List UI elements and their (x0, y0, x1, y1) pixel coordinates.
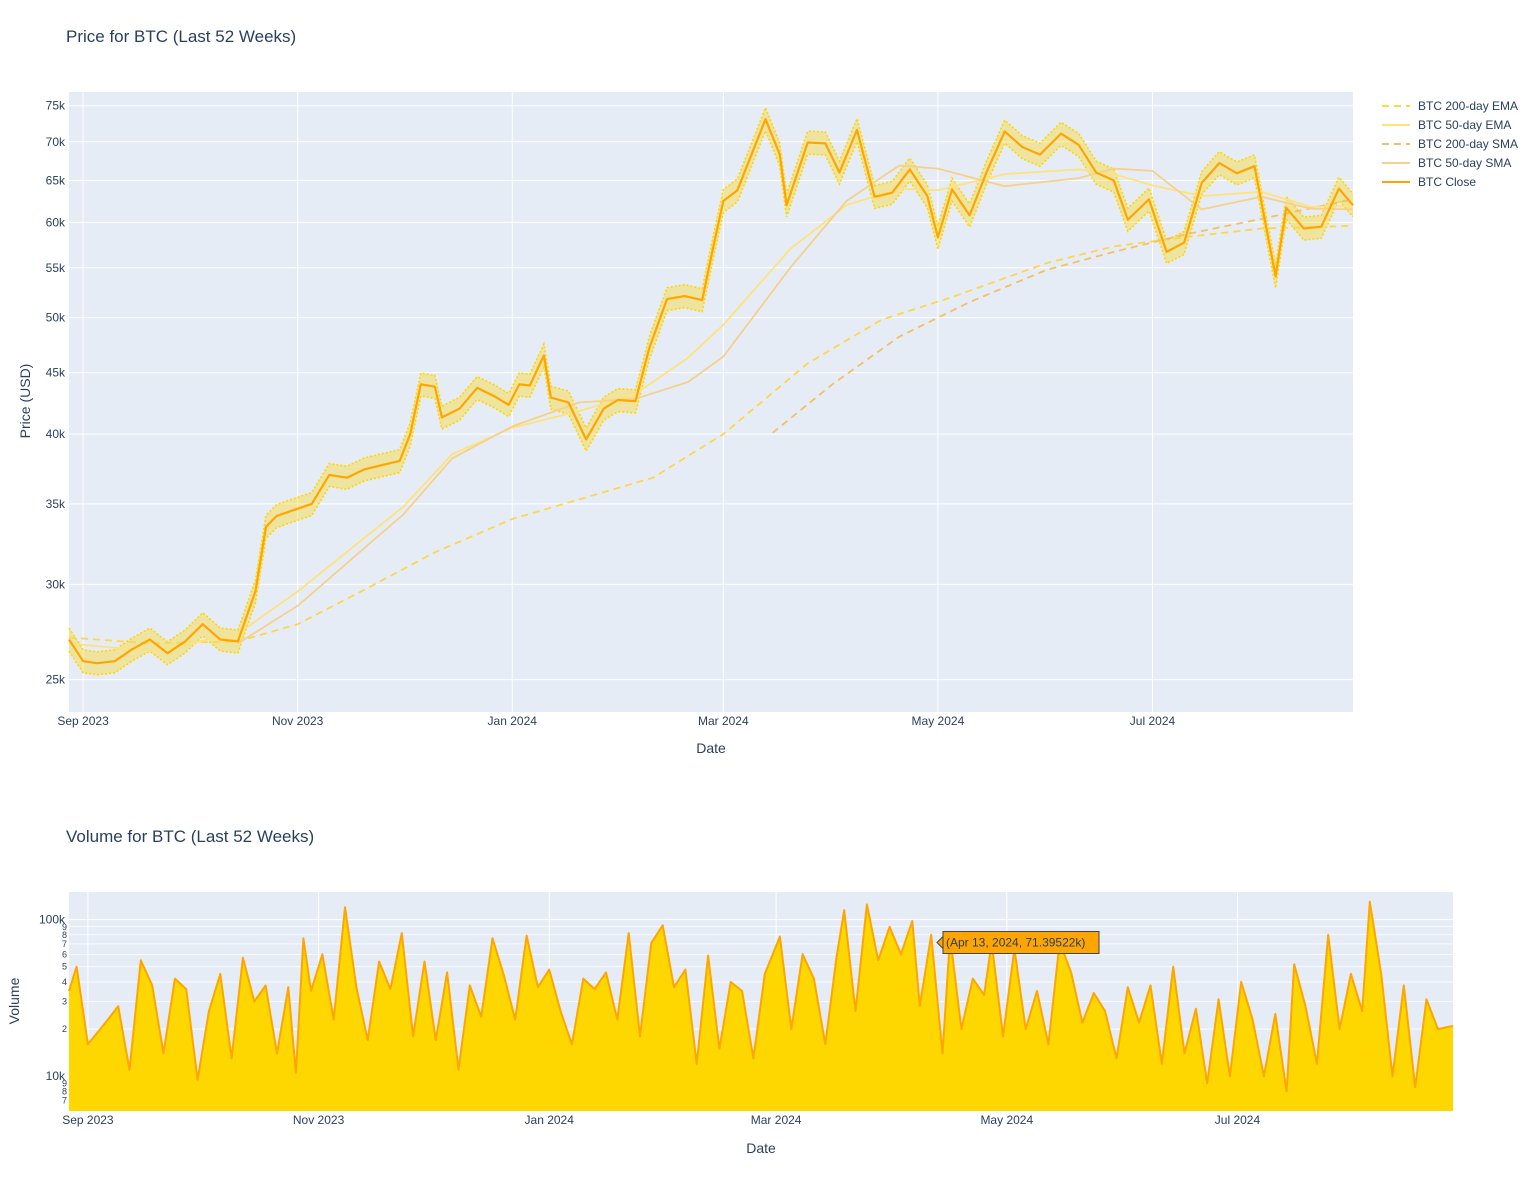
volume-y-axis-title: Volume (6, 977, 22, 1024)
volume-chart: Volume for BTC (Last 52 Weeks) 789234567… (6, 827, 1454, 1156)
tooltip-box (942, 931, 1100, 955)
series-line-btc-200-day-ema (68, 224, 1354, 645)
price-y-tick-label: 60k (46, 215, 66, 229)
price-x-tick-label: Jan 2024 (488, 714, 538, 728)
volume-y-minor-tick-label: 8 (62, 1086, 67, 1096)
price-y-ticks: 25k 30k 35k 40k 45k 50k 55k 60k 65k 70k 75k (46, 99, 66, 687)
volume-series-group (68, 900, 1454, 1111)
volume-y-minor-tick-label: 4 (62, 977, 67, 987)
volume-y-minor-tick-label: 8 (62, 930, 67, 940)
legend-item-label: BTC Close (1418, 175, 1476, 189)
series-line-btc-close (68, 118, 1354, 665)
price-x-tick-label: Nov 2023 (272, 714, 324, 728)
price-y-tick-label: 25k (46, 673, 66, 687)
price-y-tick-label: 35k (46, 497, 66, 511)
volume-line (68, 900, 1454, 1093)
legend: BTC 200-day EMA BTC 50-day EMA BTC 200-day… (1382, 99, 1518, 189)
volume-x-ticks: Sep 2023 Nov 2023 Jan 2024 Mar 2024 May 2024… (62, 1113, 1260, 1127)
price-gridlines (69, 92, 1353, 712)
price-x-tick-label: Jul 2024 (1130, 714, 1176, 728)
price-y-tick-label: 65k (46, 174, 66, 188)
price-plot-area (69, 92, 1353, 712)
volume-y-minor-tick-label: 7 (62, 1096, 67, 1106)
legend-item-label: BTC 200-day SMA (1418, 137, 1518, 151)
price-y-tick-label: 30k (46, 577, 66, 591)
volume-y-minor-tick-label: 7 (62, 939, 67, 949)
price-y-tick-label: 70k (46, 135, 66, 149)
volume-y-minor-tick-label: 9 (62, 1078, 67, 1088)
hover-tooltip: (Apr 13, 2024, 71.39522k) (936, 931, 1100, 955)
price-series-group (68, 105, 1354, 676)
price-y-tick-label: 50k (46, 311, 66, 325)
volume-y-minor-tick-label: 9 (62, 922, 67, 932)
price-x-tick-label: Sep 2023 (57, 714, 109, 728)
volume-x-tick-label: Jul 2024 (1215, 1113, 1261, 1127)
volume-x-tick-label: Nov 2023 (293, 1113, 345, 1127)
price-x-tick-label: Mar 2024 (698, 714, 749, 728)
price-chart: Price for BTC (Last 52 Weeks) 25k 30k 35k 4… (17, 27, 1518, 756)
price-chart-title: Price for BTC (Last 52 Weeks) (66, 27, 296, 46)
volume-x-tick-label: Sep 2023 (62, 1113, 114, 1127)
legend-item-label: BTC 50-day EMA (1418, 118, 1511, 132)
volume-y-tick-label: 100k (39, 913, 66, 927)
volume-x-tick-label: May 2024 (980, 1113, 1033, 1127)
price-x-ticks: Sep 2023 Nov 2023 Jan 2024 Mar 2024 May 2024… (57, 714, 1175, 728)
volume-y-minor-tick-label: 6 (62, 949, 67, 959)
price-y-tick-label: 55k (46, 261, 66, 275)
volume-y-minor-tick-label: 2 (62, 1024, 67, 1034)
close-lower-band-line (68, 128, 1354, 676)
close-range-band (69, 107, 1353, 675)
price-y-axis-title: Price (USD) (17, 364, 33, 439)
price-y-tick-label: 75k (46, 99, 66, 113)
price-y-tick-label: 40k (46, 427, 66, 441)
price-y-tick-label: 45k (46, 366, 66, 380)
series-line-btc-50-day-sma (237, 164, 1354, 645)
volume-x-tick-label: Mar 2024 (751, 1113, 802, 1127)
volume-y-tick-label: 10k (46, 1069, 66, 1083)
volume-chart-title: Volume for BTC (Last 52 Weeks) (66, 827, 314, 846)
volume-x-tick-label: Jan 2024 (525, 1113, 575, 1127)
legend-item-label: BTC 200-day EMA (1418, 99, 1518, 113)
price-x-tick-label: May 2024 (912, 714, 965, 728)
volume-y-minor-tick-label: 5 (62, 962, 67, 972)
volume-y-minor-tick-label: 3 (62, 997, 67, 1007)
series-line-btc-50-day-ema (68, 168, 1354, 653)
legend-item-label: BTC 50-day SMA (1418, 156, 1511, 170)
tooltip-text: (Apr 13, 2024, 71.39522k) (946, 936, 1085, 950)
volume-x-axis-title: Date (746, 1140, 776, 1156)
close-upper-band-line (68, 105, 1354, 653)
price-x-axis-title: Date (696, 740, 726, 756)
